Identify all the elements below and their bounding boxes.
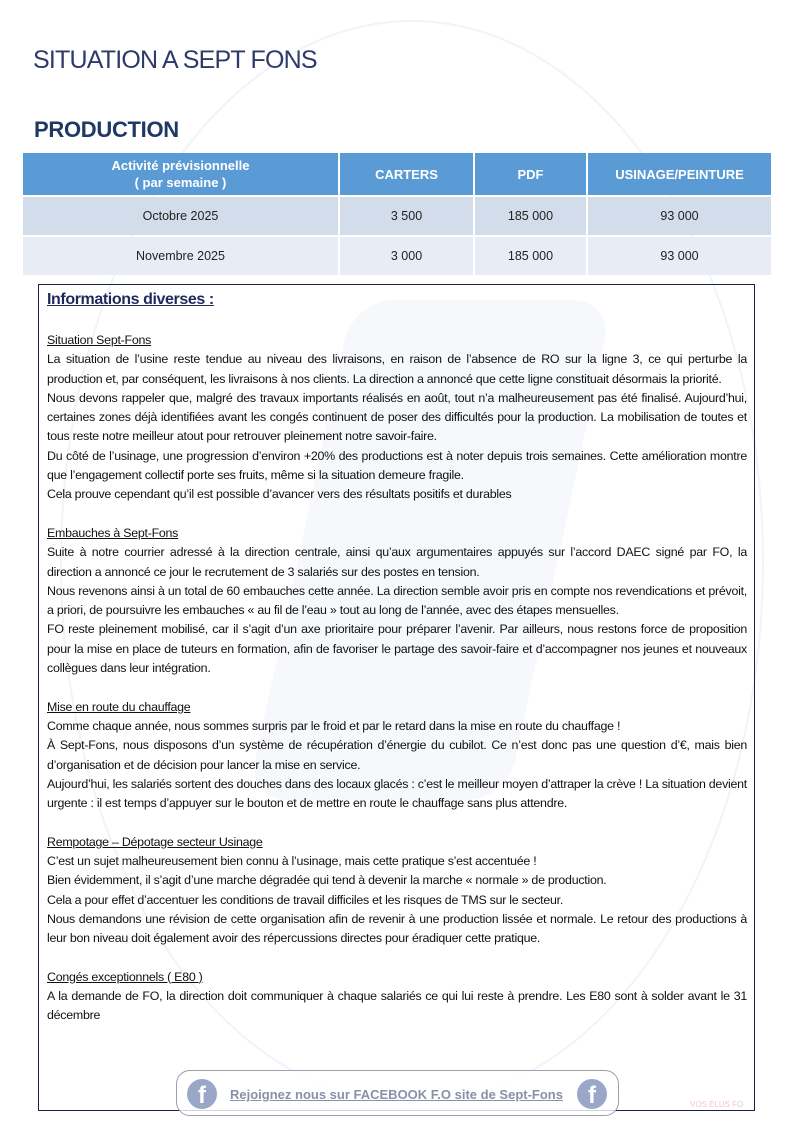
paragraph: À Sept-Fons, nous disposons d’un système… <box>47 738 747 772</box>
cell: 3 500 <box>340 197 473 235</box>
paragraph: Cela a pour effet d’accentuer les condit… <box>47 892 564 907</box>
paragraph: Du côté de l’usinage, une progression d’… <box>47 448 747 483</box>
cell: 185 000 <box>475 197 586 235</box>
paragraph: Cela prouve cependant qu’il est possible… <box>47 487 512 502</box>
section-heading: Congés exceptionnels ( E80 ) <box>47 969 203 984</box>
info-section: Mise en route du chauffage Comme chaque a… <box>47 698 747 814</box>
page-title: SITUATION A SEPT FONS <box>33 46 318 74</box>
section-heading: Rempotage – Dépotage secteur Usinage <box>47 834 263 849</box>
paragraph: Comme chaque année, nous sommes surpris … <box>47 718 621 733</box>
info-section: Embauches à Sept-Fons Suite à notre courr… <box>47 524 747 678</box>
paragraph: A la demande de FO, la direction doit co… <box>47 989 747 1023</box>
header-pdf: PDF <box>475 153 586 195</box>
info-content: Informations diverses : Situation Sept-F… <box>47 290 747 1045</box>
production-table: Activité prévisionnelle ( par semaine ) … <box>21 151 773 277</box>
cell: 93 000 <box>588 237 771 275</box>
paragraph: Nous demandons une révision de cette org… <box>47 911 747 946</box>
facebook-icon[interactable]: f <box>577 1079 607 1109</box>
paragraph: Bien évidemment, il s’agit d’une marche … <box>47 873 607 888</box>
paragraph: Aujourd’hui, les salariés sortent des do… <box>47 776 747 811</box>
paragraph: C’est un sujet malheureusement bien conn… <box>47 854 537 869</box>
header-activite: Activité prévisionnelle ( par semaine ) <box>23 153 338 195</box>
section-heading: Situation Sept-Fons <box>47 333 152 347</box>
paragraph: FO reste pleinement mobilisé, car il s’a… <box>47 622 747 676</box>
table-row: Octobre 2025 3 500 185 000 93 000 <box>23 197 771 235</box>
cell: 185 000 <box>475 237 586 275</box>
cell: Octobre 2025 <box>23 197 338 235</box>
header-usinage: USINAGE/PEINTURE <box>588 153 771 195</box>
facebook-icon[interactable]: f <box>187 1079 217 1109</box>
section-heading: Mise en route du chauffage <box>47 699 191 714</box>
table-row: Novembre 2025 3 000 185 000 93 000 <box>23 237 771 275</box>
paragraph: La situation de l’usine reste tendue au … <box>47 352 747 386</box>
info-heading: Informations diverses : <box>47 291 214 308</box>
table-header-row: Activité prévisionnelle ( par semaine ) … <box>23 153 771 195</box>
facebook-link[interactable]: Rejoignez nous sur FACEBOOK F.O site de … <box>230 1087 563 1102</box>
cell: 93 000 <box>588 197 771 235</box>
info-section: Situation Sept-Fons La situation de l’usi… <box>47 331 747 505</box>
section-title: PRODUCTION <box>34 117 179 142</box>
info-section: Rempotage – Dépotage secteur Usinage C’es… <box>47 833 747 949</box>
paragraph: Nous revenons ainsi à un total de 60 emb… <box>47 583 747 618</box>
section-heading: Embauches à Sept-Fons <box>47 525 179 540</box>
facebook-banner[interactable]: f Rejoignez nous sur FACEBOOK F.O site d… <box>176 1070 619 1116</box>
header-carters: CARTERS <box>340 153 473 195</box>
cell: Novembre 2025 <box>23 237 338 275</box>
watermark-text: VOS ÉLUS FO <box>690 1100 744 1109</box>
info-section: Congés exceptionnels ( E80 ) A la demande… <box>47 968 747 1026</box>
paragraph: Nous devons rappeler que, malgré des tra… <box>47 390 747 444</box>
paragraph: Suite à notre courrier adressé à la dire… <box>47 545 747 579</box>
cell: 3 000 <box>340 237 473 275</box>
